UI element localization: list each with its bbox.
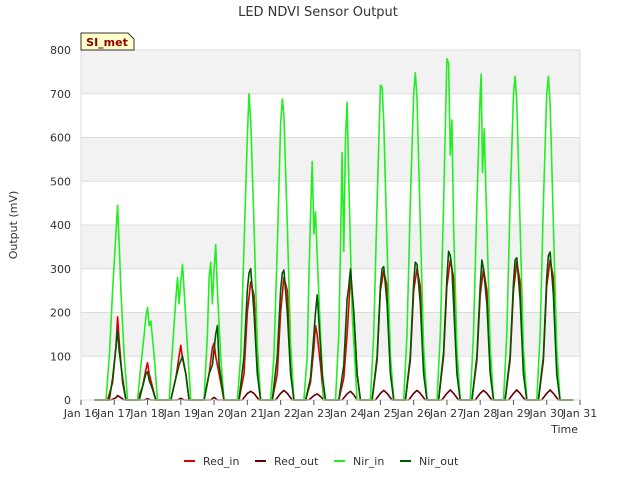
legend-item-nir-in: Nir_in xyxy=(334,455,384,468)
chart-title: LED NDVI Sensor Output xyxy=(238,5,398,20)
x-tick-label: Jan 27 xyxy=(429,407,464,420)
station-badge-box xyxy=(80,32,135,51)
x-tick-label: Jan 23 xyxy=(296,407,331,420)
x-tick-label: Jan 25 xyxy=(362,407,397,420)
y-tick-label: 0 xyxy=(64,394,71,407)
x-tick-label: Jan 24 xyxy=(329,407,364,420)
x-tick-label: Jan 26 xyxy=(395,407,430,420)
background-band xyxy=(81,137,580,182)
background-band xyxy=(81,225,580,269)
y-tick-label: 100 xyxy=(50,350,71,363)
background-band xyxy=(81,268,580,313)
x-axis-label: Time xyxy=(550,423,578,436)
background-band xyxy=(81,50,580,94)
legend-item-nir-out: Nir_out xyxy=(400,455,459,468)
x-tick-label: Jan 22 xyxy=(262,407,297,420)
x-tick-label: Jan 20 xyxy=(196,407,231,420)
y-tick-label: 400 xyxy=(50,219,71,232)
legend-item-red-in: Red_in xyxy=(184,455,239,468)
x-tick-label: Jan 21 xyxy=(229,407,264,420)
y-axis-label: Output (mV) xyxy=(7,191,20,260)
y-tick-label: 200 xyxy=(50,307,71,320)
background-band xyxy=(81,181,580,225)
legend-label: Red_in xyxy=(203,455,239,468)
background-band xyxy=(81,93,580,138)
y-tick-label: 700 xyxy=(50,88,71,101)
legend: Red_in Red_out Nir_in Nir_out xyxy=(184,455,459,468)
y-tick-label: 300 xyxy=(50,263,71,276)
background-band xyxy=(81,312,580,357)
background-band xyxy=(81,356,580,400)
legend-label: Nir_out xyxy=(419,455,459,468)
y-tick-label: 800 xyxy=(50,44,71,57)
x-tick-label: Jan 29 xyxy=(495,407,530,420)
y-tick-label: 600 xyxy=(50,132,71,145)
x-tick-label: Jan 16 xyxy=(63,407,98,420)
legend-item-red-out: Red_out xyxy=(255,455,319,468)
y-axis: 0 100 200 300 400 500 600 700 800 xyxy=(50,44,71,407)
x-tick-label: Jan 30 xyxy=(529,407,564,420)
series-line-nir-out xyxy=(94,250,574,401)
legend-label: Nir_in xyxy=(353,455,384,468)
station-badge: SI_met xyxy=(80,32,135,51)
x-tick-label: Jan 28 xyxy=(462,407,497,420)
station-badge-label: SI_met xyxy=(86,36,128,49)
plot-background-bands xyxy=(81,50,580,400)
legend-label: Red_out xyxy=(274,455,319,468)
plot-border xyxy=(80,49,581,401)
y-tick-label: 500 xyxy=(50,175,71,188)
x-tick-label: Jan 19 xyxy=(163,407,198,420)
x-tick-label: Jan 31 xyxy=(562,407,597,420)
x-tick-label: Jan 17 xyxy=(96,407,131,420)
x-tick-label: Jan 18 xyxy=(129,407,164,420)
